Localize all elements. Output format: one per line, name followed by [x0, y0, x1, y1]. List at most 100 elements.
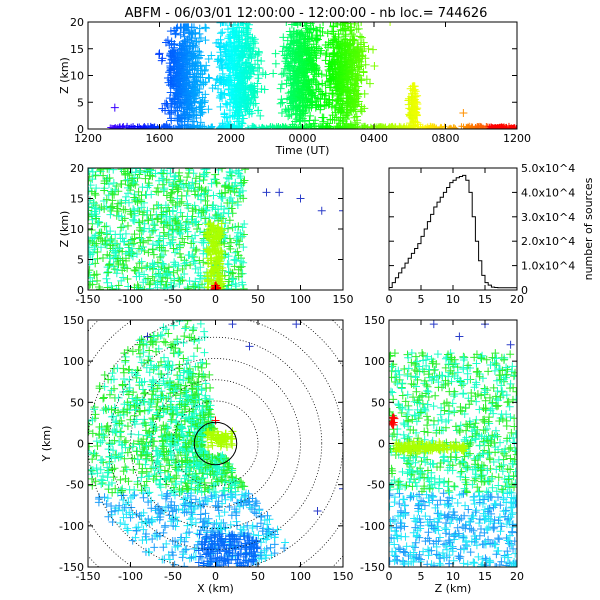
plan-view-point	[201, 483, 210, 492]
time-height-point	[324, 43, 333, 52]
time-height-point	[307, 43, 316, 52]
plan-view-point	[140, 397, 149, 406]
time-height-point	[218, 28, 227, 37]
time-height-point	[348, 72, 357, 81]
x-z-point	[166, 278, 175, 287]
x-z-point	[121, 169, 130, 178]
x-z-point	[176, 221, 185, 230]
plan-view-point	[178, 431, 187, 440]
time-height-point	[221, 99, 230, 108]
x-z-point	[135, 226, 144, 235]
x-z-point	[93, 220, 102, 229]
time-height-point	[342, 94, 351, 103]
x-z-point	[107, 234, 116, 243]
time-height-point	[492, 124, 499, 129]
time-height-point	[242, 28, 251, 37]
time-height-point	[313, 26, 322, 35]
plan-view-point	[266, 543, 275, 552]
x-z-point	[187, 239, 196, 248]
time-height-point	[169, 95, 178, 104]
plan-view-point	[173, 445, 182, 454]
plan-view-point	[99, 394, 108, 403]
time-height-point	[187, 34, 196, 43]
plan-view-point	[188, 372, 197, 381]
plan-view-point	[108, 369, 117, 378]
time-height-point	[309, 119, 318, 128]
x-z-point	[134, 283, 143, 290]
time-height-point	[229, 102, 238, 111]
time-height-point	[381, 125, 388, 129]
time-height-point	[348, 121, 357, 129]
x-z-point	[220, 188, 229, 197]
plan-view-point	[140, 406, 149, 415]
x-z-point	[113, 257, 122, 266]
time-height-point	[251, 99, 260, 108]
x-z-point	[102, 274, 111, 283]
x-z-point	[152, 201, 161, 210]
time-height-point	[247, 54, 256, 63]
x-z-y-tick-label: 5	[77, 254, 84, 267]
plan-view-point	[155, 413, 164, 422]
x-z-point	[164, 263, 173, 272]
x-z-point	[231, 178, 240, 187]
x-z-point	[167, 196, 176, 205]
time-height-point	[297, 93, 306, 102]
x-z-point	[224, 184, 233, 193]
x-z-point	[145, 280, 154, 289]
plan-view-point	[196, 510, 205, 519]
time-height-point	[346, 22, 355, 26]
time-height-point	[294, 62, 303, 71]
time-height-point	[254, 48, 263, 57]
x-z-y-label: Z (km)	[58, 211, 71, 248]
x-z-point	[195, 183, 204, 192]
plan-view-point	[206, 469, 215, 478]
plan-view-point	[128, 368, 137, 377]
x-z-point	[164, 229, 173, 238]
time-height-point	[236, 22, 245, 26]
time-height-point	[254, 74, 263, 83]
plan-view-point	[167, 455, 176, 464]
time-height-point	[110, 103, 119, 112]
x-z-point	[123, 168, 132, 173]
x-z-point	[170, 175, 179, 184]
plan-view-point	[119, 368, 128, 377]
x-z-point	[100, 186, 109, 195]
x-z-point	[168, 181, 177, 190]
x-z-point	[113, 265, 122, 274]
time-height-point	[216, 35, 225, 44]
time-height-y-label: Z (km)	[58, 57, 71, 94]
x-z-point	[210, 175, 219, 184]
time-height-point	[290, 54, 299, 63]
plan-view-point	[141, 388, 150, 397]
x-z-point	[145, 181, 154, 190]
x-z-point	[162, 212, 171, 221]
x-z-point	[239, 194, 248, 203]
time-height-point	[194, 53, 203, 62]
x-z-point	[224, 267, 233, 276]
time-height-point	[353, 116, 362, 125]
x-z-point	[228, 197, 237, 206]
time-height-point	[410, 104, 419, 113]
time-height-point	[316, 105, 325, 114]
x-z-point	[191, 174, 200, 183]
time-height-point	[330, 55, 339, 64]
x-z-point	[119, 261, 128, 270]
x-z-point	[163, 283, 172, 290]
x-z-x-tick-label: 150	[333, 293, 354, 306]
time-height-point	[254, 106, 263, 115]
time-height-point	[343, 56, 352, 65]
time-height-point	[244, 34, 253, 43]
x-z-point	[213, 272, 222, 281]
x-z-point	[145, 284, 154, 290]
plan-view-point	[265, 515, 274, 524]
time-height-point	[299, 61, 308, 70]
x-z-y-tick-label: 15	[70, 193, 84, 206]
time-height-point	[225, 112, 234, 121]
time-height-point	[334, 116, 343, 125]
time-height-point	[193, 47, 202, 56]
plan-view-point	[258, 527, 267, 536]
x-z-point	[190, 201, 199, 210]
x-z-point	[148, 240, 157, 249]
plan-view-point	[120, 520, 129, 529]
time-height-point	[193, 121, 202, 129]
